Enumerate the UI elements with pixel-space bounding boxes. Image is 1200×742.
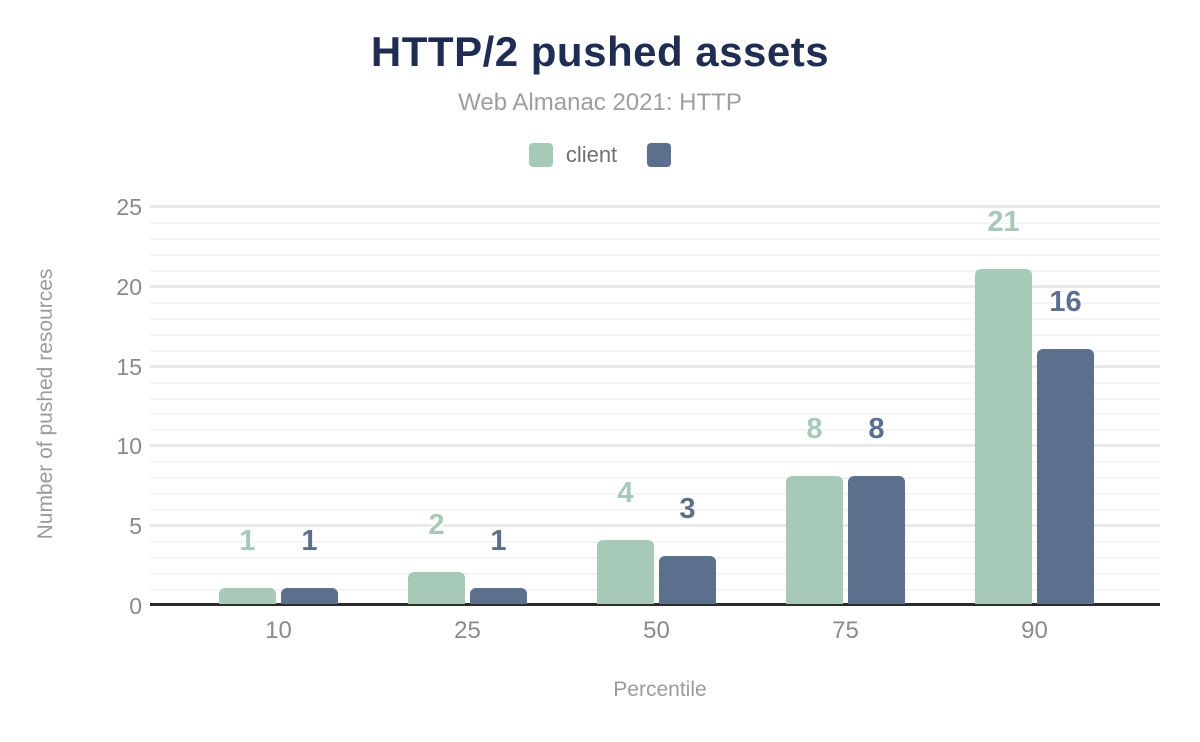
bar-client-p50[interactable] [597,540,654,604]
major-gridline [150,364,1160,368]
y-tick-label-15: 15 [116,353,142,380]
chart-subtitle: Web Almanac 2021: HTTP [458,89,742,116]
legend-swatch-client [528,143,553,167]
minor-gridline [150,413,1160,416]
major-gridline [150,205,1160,208]
minor-gridline [150,301,1160,304]
bar-value-label-client-p50: 4 [617,477,634,510]
minor-gridline [150,333,1160,336]
x-tick-label-25: 25 [454,617,481,644]
x-tick-label-10: 10 [265,617,292,644]
bar-series2-p50[interactable] [659,556,716,604]
bar-client-p90[interactable] [975,268,1032,604]
minor-gridline [150,317,1160,320]
minor-gridline [150,429,1160,432]
major-gridline [150,284,1160,288]
bar-series2-p75[interactable] [848,476,905,604]
bar-client-p75[interactable] [786,476,843,604]
y-tick-label-0: 0 [129,593,142,619]
bar-value-label-client-p25: 2 [428,509,445,542]
minor-gridline [150,221,1160,224]
major-gridline [150,524,1160,528]
legend-swatch-series2 [647,143,672,167]
legend-label-client: client [565,142,618,167]
bar-value-label-series2-p10: 1 [301,525,318,558]
major-gridline [150,444,1160,448]
minor-gridline [150,493,1160,496]
x-axis-line [150,603,1160,606]
minor-gridline [150,589,1160,592]
legend-item-client[interactable]: client [528,142,618,168]
minor-gridline [150,509,1160,512]
bar-series2-p25[interactable] [470,588,527,604]
bar-value-label-client-p90: 21 [987,205,1020,238]
minor-gridline [150,397,1160,400]
bar-value-label-series2-p75: 8 [868,413,885,446]
x-tick-label-75: 75 [832,617,859,644]
minor-gridline [150,237,1160,240]
bar-value-label-series2-p90: 16 [1049,285,1082,318]
bar-series2-p10[interactable] [281,588,338,604]
chart-title: HTTP/2 pushed assets [370,28,830,75]
minor-gridline [150,269,1160,272]
y-tick-label-5: 5 [129,513,142,540]
bar-series2-p90[interactable] [1037,348,1094,604]
minor-gridline [150,573,1160,576]
minor-gridline [150,477,1160,480]
minor-gridline [150,557,1160,560]
y-tick-label-10: 10 [116,433,142,460]
bar-value-label-series2-p25: 1 [490,525,507,558]
bar-client-p25[interactable] [408,572,465,604]
minor-gridline [150,253,1160,256]
bar-client-p10[interactable] [219,588,276,604]
minor-gridline [150,541,1160,544]
y-tick-label-20: 20 [116,273,142,300]
x-tick-label-90: 90 [1021,617,1048,644]
minor-gridline [150,381,1160,384]
bar-value-label-client-p75: 8 [806,413,823,446]
chart-legend: client [0,141,1200,169]
y-axis-title: Number of pushed resources [34,268,57,540]
x-axis-title: Percentile [613,678,707,701]
plot-area: 1 1 2 1 4 3 8 8 21 16 [150,205,1160,606]
x-tick-label-50: 50 [643,617,670,644]
y-tick-label-25: 25 [116,194,142,220]
minor-gridline [150,461,1160,464]
bar-value-label-series2-p50: 3 [679,493,696,526]
minor-gridline [150,349,1160,352]
legend-item-series2[interactable] [647,143,672,167]
bar-value-label-client-p10: 1 [239,525,256,558]
